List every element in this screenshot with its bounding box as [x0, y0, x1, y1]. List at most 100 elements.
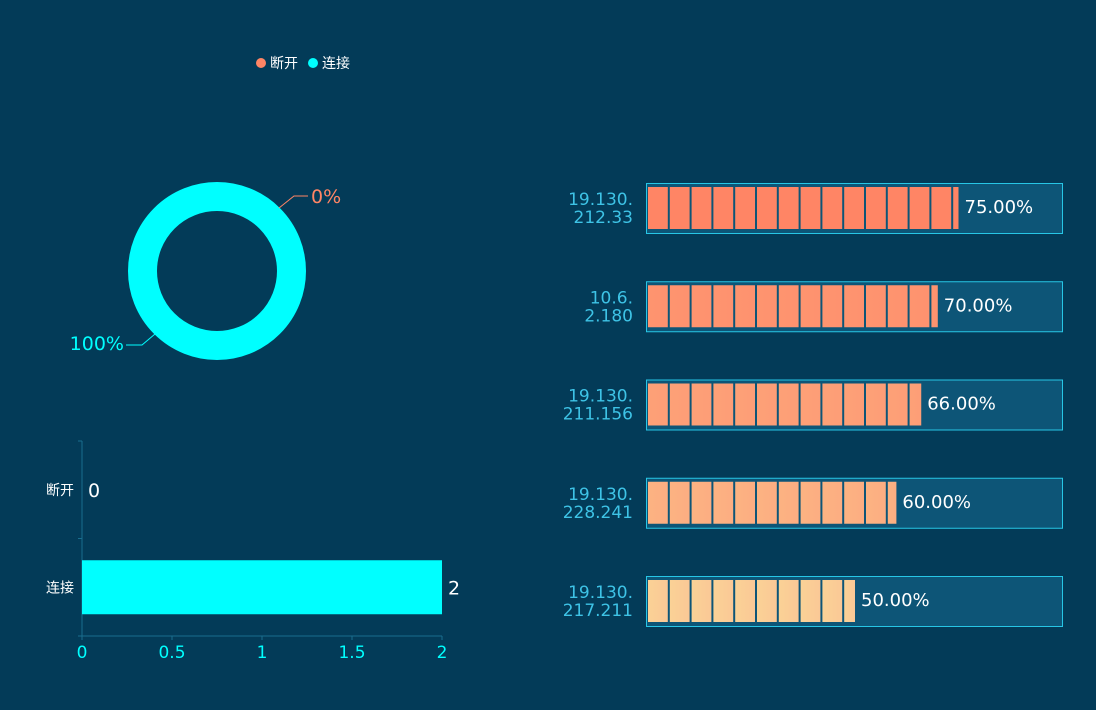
bar [82, 560, 442, 615]
progress-segment [866, 187, 886, 229]
ip-label: 19.130. [568, 583, 633, 603]
ip-label: 212.33 [574, 208, 633, 228]
progress-segment [844, 481, 864, 524]
donut-slice-1 [128, 182, 306, 360]
progress-segment [713, 580, 734, 622]
progress-segment [669, 285, 690, 328]
progress-segment [735, 285, 755, 328]
progress-segment [800, 187, 821, 229]
progress-segment [778, 383, 799, 426]
progress-segment [713, 481, 734, 524]
progress-segment [757, 285, 777, 328]
legend-label-disconnected: 断开 [270, 56, 298, 72]
ip-label: 217.211 [563, 601, 633, 621]
legend: 断开 连接 [256, 53, 350, 73]
bar-value-label: 0 [88, 480, 100, 502]
progress-value-label: 50.00% [861, 590, 930, 611]
x-tick-label: 1 [257, 643, 268, 663]
progress-segment [713, 383, 734, 426]
progress-segment [844, 285, 864, 328]
progress-segment [887, 481, 897, 524]
progress-segment [866, 383, 886, 426]
progress-value-label: 75.00% [965, 197, 1034, 218]
progress-segment [778, 285, 799, 328]
progress-segment [669, 580, 690, 622]
progress-segment [844, 580, 855, 622]
progress-value-label: 70.00% [944, 295, 1013, 316]
donut-label: 0% [311, 186, 341, 208]
progress-segment [669, 383, 690, 426]
progress-segment [735, 187, 755, 229]
progress-segment [866, 285, 886, 328]
progress-segment [887, 383, 908, 426]
progress-segment [844, 383, 864, 426]
ip-label: 19.130. [568, 190, 633, 210]
ip-label: 10.6. [590, 288, 633, 308]
progress-segment [887, 285, 908, 328]
progress-segment [931, 187, 952, 229]
progress-segment [648, 383, 668, 426]
progress-segment [778, 481, 799, 524]
progress-segment [800, 481, 821, 524]
progress-segment [800, 580, 821, 622]
x-tick-label: 0 [77, 643, 88, 663]
progress-segment [713, 187, 734, 229]
progress-segment [822, 481, 843, 524]
progress-segment [669, 481, 690, 524]
progress-segment [648, 285, 668, 328]
progress-segment [713, 285, 734, 328]
x-tick-label: 0.5 [158, 643, 185, 663]
progress-segment [953, 187, 959, 229]
progress-segment [800, 383, 821, 426]
y-tick-label: 断开 [46, 483, 74, 499]
legend-item-connected[interactable]: 连接 [308, 53, 350, 73]
progress-segment [691, 383, 712, 426]
bar-value-label: 2 [448, 577, 460, 599]
ip-label: 228.241 [563, 503, 633, 523]
legend-label-connected: 连接 [322, 56, 350, 72]
donut-label: 100% [70, 333, 124, 355]
progress-segment [909, 383, 922, 426]
progress-segment [757, 481, 777, 524]
progress-segment [778, 187, 799, 229]
progress-segment [866, 481, 886, 524]
donut-leader-line [278, 195, 308, 209]
progress-segment [757, 187, 777, 229]
progress-segment [648, 481, 668, 524]
progress-value-label: 66.00% [927, 394, 996, 415]
legend-item-disconnected[interactable]: 断开 [256, 53, 298, 73]
progress-segment [735, 481, 755, 524]
progress-segment [887, 187, 908, 229]
progress-segment [909, 285, 930, 328]
progress-segment [691, 481, 712, 524]
progress-segment [691, 187, 712, 229]
progress-segment [757, 580, 777, 622]
progress-segment [757, 383, 777, 426]
legend-dot-connected [308, 58, 318, 68]
legend-dot-disconnected [256, 58, 266, 68]
ip-label: 19.130. [568, 387, 633, 407]
progress-segment [822, 187, 843, 229]
progress-segment [822, 383, 843, 426]
donut-leader-line [126, 333, 156, 346]
progress-segment [931, 285, 938, 328]
x-tick-label: 2 [437, 643, 448, 663]
progress-segment [691, 285, 712, 328]
ip-label: 2.180 [584, 306, 633, 326]
progress-segment [735, 580, 755, 622]
progress-segment [691, 580, 712, 622]
ip-label: 211.156 [563, 405, 633, 425]
progress-segment [648, 580, 668, 622]
progress-segment [844, 187, 864, 229]
progress-segment [648, 187, 668, 229]
ip-label: 19.130. [568, 485, 633, 505]
progress-segment [822, 580, 843, 622]
progress-segment [822, 285, 843, 328]
progress-segment [669, 187, 690, 229]
y-tick-label: 连接 [46, 579, 74, 596]
progress-segment [800, 285, 821, 328]
progress-segment [778, 580, 799, 622]
x-tick-label: 1.5 [338, 643, 365, 663]
progress-value-label: 60.00% [902, 492, 971, 513]
